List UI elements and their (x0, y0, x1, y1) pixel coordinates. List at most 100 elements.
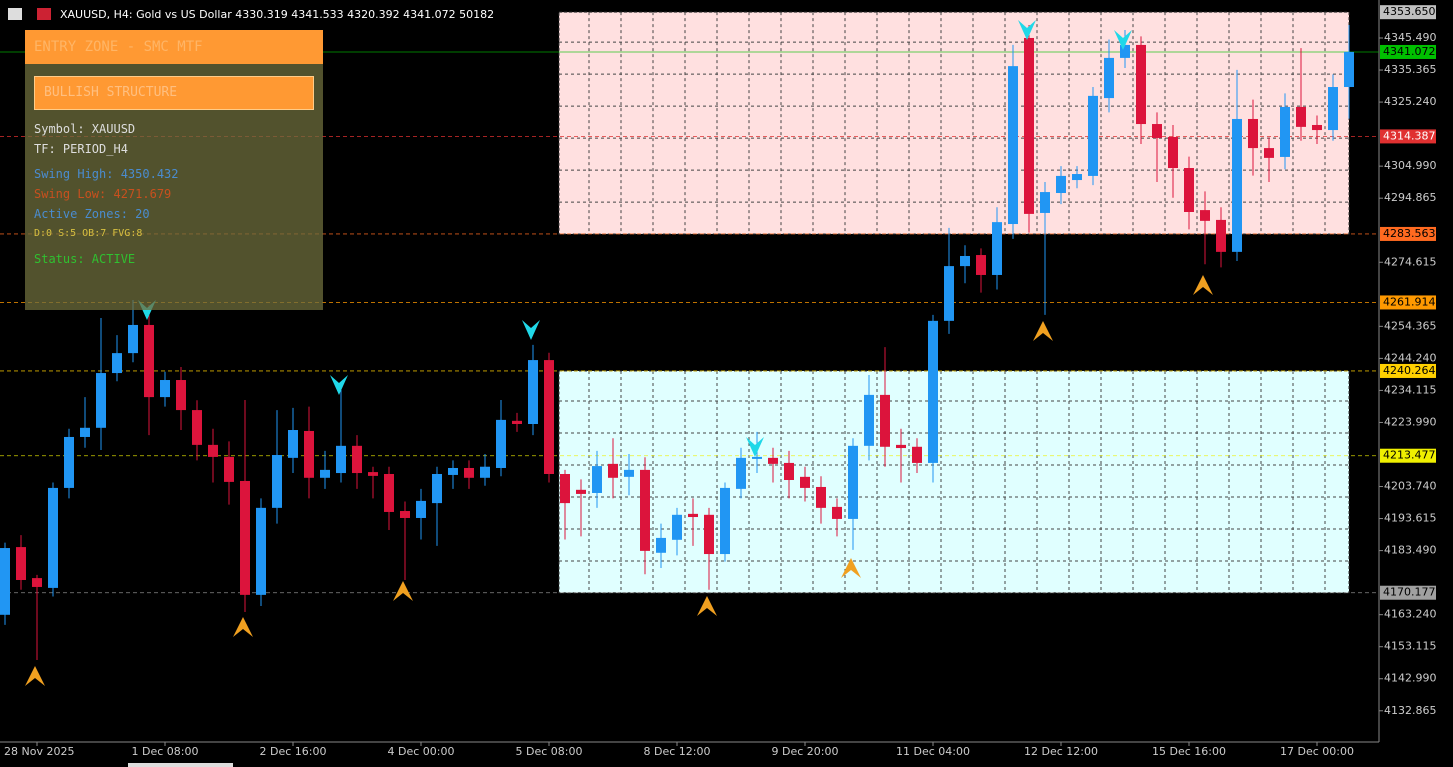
price-label-bg (1380, 226, 1436, 241)
candle-body (928, 320, 938, 463)
price-label-bg (1380, 5, 1436, 20)
candle-body (640, 469, 650, 551)
timeframe: TF: PERIOD_H4 (34, 142, 128, 156)
price-label-bg (1380, 448, 1436, 463)
price-label-bg (1380, 129, 1436, 144)
candle-body (960, 255, 970, 267)
scrollbar[interactable] (128, 763, 233, 767)
candle-body (1008, 66, 1018, 225)
candle-body (80, 427, 90, 437)
candle-body (800, 476, 810, 488)
candle-body (1232, 118, 1242, 252)
zone (558, 370, 1350, 594)
price-label: 4240.264 (1383, 364, 1436, 377)
sell-arrow (522, 320, 540, 340)
candle-body (352, 445, 362, 474)
candle-body (1312, 124, 1322, 131)
swing-high: Swing High: 4350.432 (34, 167, 179, 181)
candle-body (400, 511, 410, 518)
candle-body (112, 353, 122, 374)
buy-arrow (233, 617, 253, 637)
candle-body (336, 445, 346, 474)
sell-arrow (330, 375, 348, 395)
candle-body (896, 444, 906, 449)
candle-body (96, 373, 106, 428)
candle-body (752, 456, 762, 459)
info-panel: ENTRY ZONE - SMC MTF BULLISH STRUCTURE S… (25, 30, 323, 310)
candle-body (1056, 175, 1066, 194)
structure-badge: BULLISH STRUCTURE (34, 76, 314, 110)
candle-body (656, 537, 666, 553)
candle-body (1296, 106, 1306, 127)
status: Status: ACTIVE (34, 252, 136, 266)
active-zones: Active Zones: 20 (34, 207, 150, 221)
candle-body (624, 469, 634, 477)
y-tick-label: 4132.865 (1384, 704, 1437, 717)
candle-body (1248, 118, 1258, 149)
candle-body (64, 436, 74, 488)
candle-body (1152, 124, 1162, 138)
price-label-bg (1380, 585, 1436, 600)
x-tick-label: 15 Dec 16:00 (1152, 745, 1226, 758)
x-tick-label: 28 Nov 2025 (4, 745, 74, 758)
candle-body (1104, 57, 1114, 99)
candle-body (1024, 37, 1034, 214)
y-tick-label: 4223.990 (1384, 415, 1437, 428)
buy-arrow (841, 558, 861, 578)
buy-arrow (1193, 275, 1213, 295)
candle-body (944, 266, 954, 321)
candle-body (192, 410, 202, 445)
candle-body (816, 486, 826, 508)
candle-body (1040, 192, 1050, 213)
candle-body (1168, 137, 1178, 169)
candle-body (272, 455, 282, 508)
candle-body (320, 469, 330, 478)
candle-body (880, 394, 890, 447)
candle-body (992, 222, 1002, 275)
price-label: 4353.650 (1383, 5, 1436, 18)
candle-body (736, 457, 746, 489)
chart-header: XAUUSD, H4: Gold vs US Dollar 4330.319 4… (60, 8, 494, 21)
candle-body (240, 480, 250, 595)
candle-body (704, 514, 714, 555)
sell-arrow (1114, 30, 1132, 50)
candle-body (592, 466, 602, 493)
y-tick-label: 4254.365 (1384, 319, 1437, 332)
x-tick-label: 8 Dec 12:00 (644, 745, 711, 758)
price-label: 4341.072 (1383, 45, 1436, 58)
candle-body (576, 489, 586, 494)
sell-arrow (746, 437, 764, 457)
candle-body (480, 466, 490, 478)
candle-body (128, 324, 138, 354)
zone-counts: D:0 S:5 OB:7 FVG:8 (34, 228, 143, 239)
candle-body (1184, 168, 1194, 212)
candle-body (1200, 210, 1210, 221)
candle-body (1136, 44, 1146, 125)
candle-body (256, 507, 266, 595)
y-tick-label: 4153.115 (1384, 640, 1437, 653)
candle-body (368, 472, 378, 476)
candle-body (720, 487, 730, 555)
y-tick-label: 4203.740 (1384, 480, 1437, 493)
candle-body (384, 473, 394, 512)
candle-body (912, 446, 922, 463)
price-label: 4314.387 (1383, 129, 1436, 142)
x-tick-label: 17 Dec 00:00 (1280, 745, 1354, 758)
y-tick-label: 4345.490 (1384, 31, 1437, 44)
candle-body (32, 578, 42, 587)
y-tick-label: 4163.240 (1384, 608, 1437, 621)
menu-icon[interactable] (8, 8, 22, 20)
candle-body (176, 380, 186, 411)
candle-body (784, 462, 794, 481)
candle-body (1216, 219, 1226, 252)
buy-arrow (25, 666, 45, 686)
x-tick-label: 12 Dec 12:00 (1024, 745, 1098, 758)
sell-arrow (1018, 20, 1036, 40)
y-tick-label: 4335.365 (1384, 63, 1437, 76)
candle-body (208, 444, 218, 457)
buy-arrow (697, 596, 717, 616)
candle-body (496, 419, 506, 468)
x-tick-label: 1 Dec 08:00 (132, 745, 199, 758)
candle-body (1088, 95, 1098, 176)
